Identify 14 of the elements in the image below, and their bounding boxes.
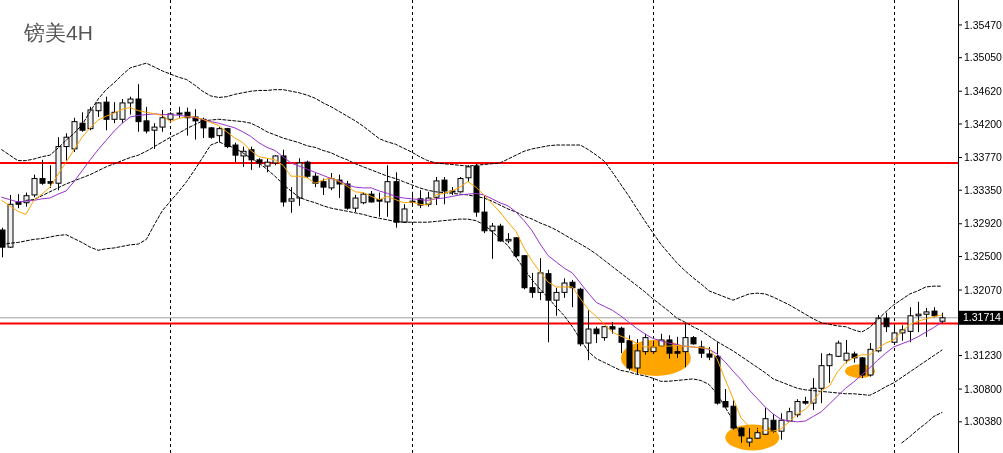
- y-tick-label: 1.33770: [964, 151, 1003, 164]
- y-tick-label: 1.35470: [964, 18, 1003, 31]
- y-tick-label: 1.34620: [964, 84, 1003, 97]
- y-tick-label: 1.30380: [964, 415, 1003, 428]
- y-tick-label: 1.32920: [964, 217, 1003, 230]
- y-tick-label: 1.31230: [964, 349, 1003, 362]
- y-tick-label: 1.30800: [964, 382, 1003, 395]
- y-tick-label: 1.33350: [964, 183, 1003, 196]
- ref-line-label: 1.31714: [963, 311, 1002, 324]
- y-tick-label: 1.32500: [964, 250, 1003, 263]
- y-tick-label: 1.34200: [964, 117, 1003, 130]
- text: 镑美4H: [23, 21, 93, 44]
- y-tick-label: 1.35050: [964, 51, 1003, 64]
- y-tick-label: 1.32070: [964, 283, 1003, 296]
